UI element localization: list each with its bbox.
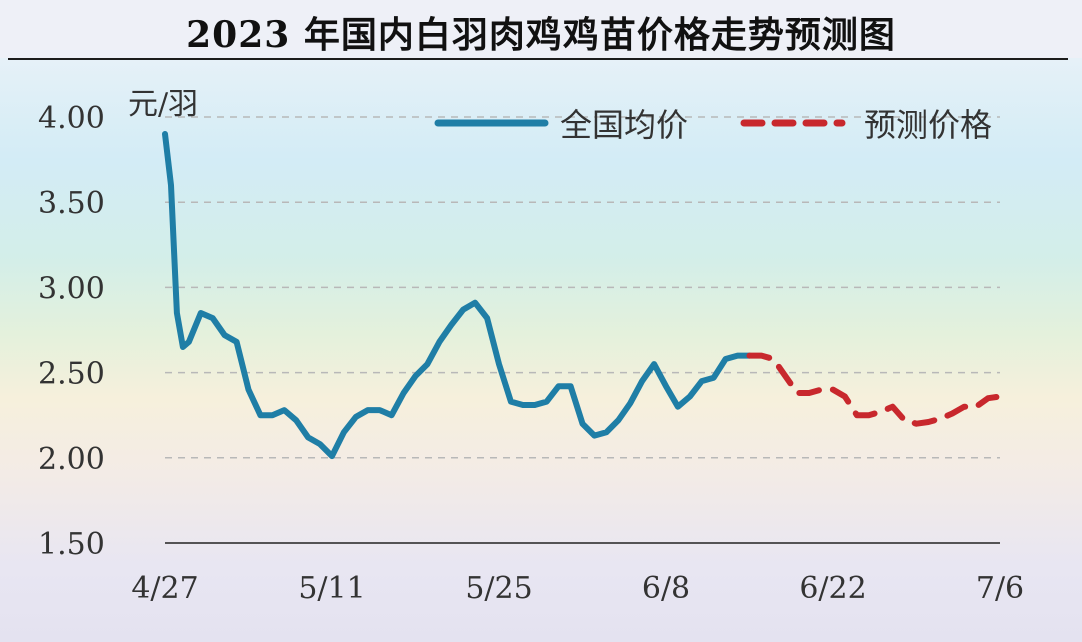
- x-tick-label: 6/8: [642, 571, 690, 606]
- series-line-national-avg: [162, 131, 753, 460]
- y-tick-label: 3.50: [38, 186, 105, 221]
- x-tick-label: 6/22: [799, 571, 866, 606]
- y-tick-label: 1.50: [38, 527, 105, 562]
- gridlines: [165, 116, 1000, 459]
- series-layer: [162, 131, 1003, 460]
- y-tick-labels: 4.00 3.50 3.00 2.50 2.00 1.50: [38, 101, 105, 562]
- legend-label-national-avg: 全国均价: [560, 106, 688, 144]
- y-tick-label: 3.00: [38, 271, 105, 306]
- legend-label-forecast: 预测价格: [864, 106, 992, 144]
- chart-title: 2023 年国内白羽肉鸡鸡苗价格走势预测图: [186, 14, 896, 56]
- x-tick-labels: 4/27 5/11 5/25 6/8 6/22 7/6: [131, 571, 1024, 606]
- x-tick-label: 5/25: [465, 571, 532, 606]
- title-band: [0, 0, 1082, 58]
- x-tick-label: 4/27: [131, 571, 198, 606]
- x-tick-label: 5/11: [298, 571, 365, 606]
- y-unit-label: 元/羽: [128, 87, 198, 122]
- y-tick-label: 2.50: [38, 357, 105, 392]
- y-tick-label: 4.00: [38, 101, 105, 136]
- series-line-forecast: [746, 352, 1003, 427]
- x-tick-label: 7/6: [976, 571, 1024, 606]
- title-divider: [8, 58, 1068, 60]
- y-tick-label: 2.00: [38, 442, 105, 477]
- legend: 全国均价 预测价格: [434, 106, 992, 144]
